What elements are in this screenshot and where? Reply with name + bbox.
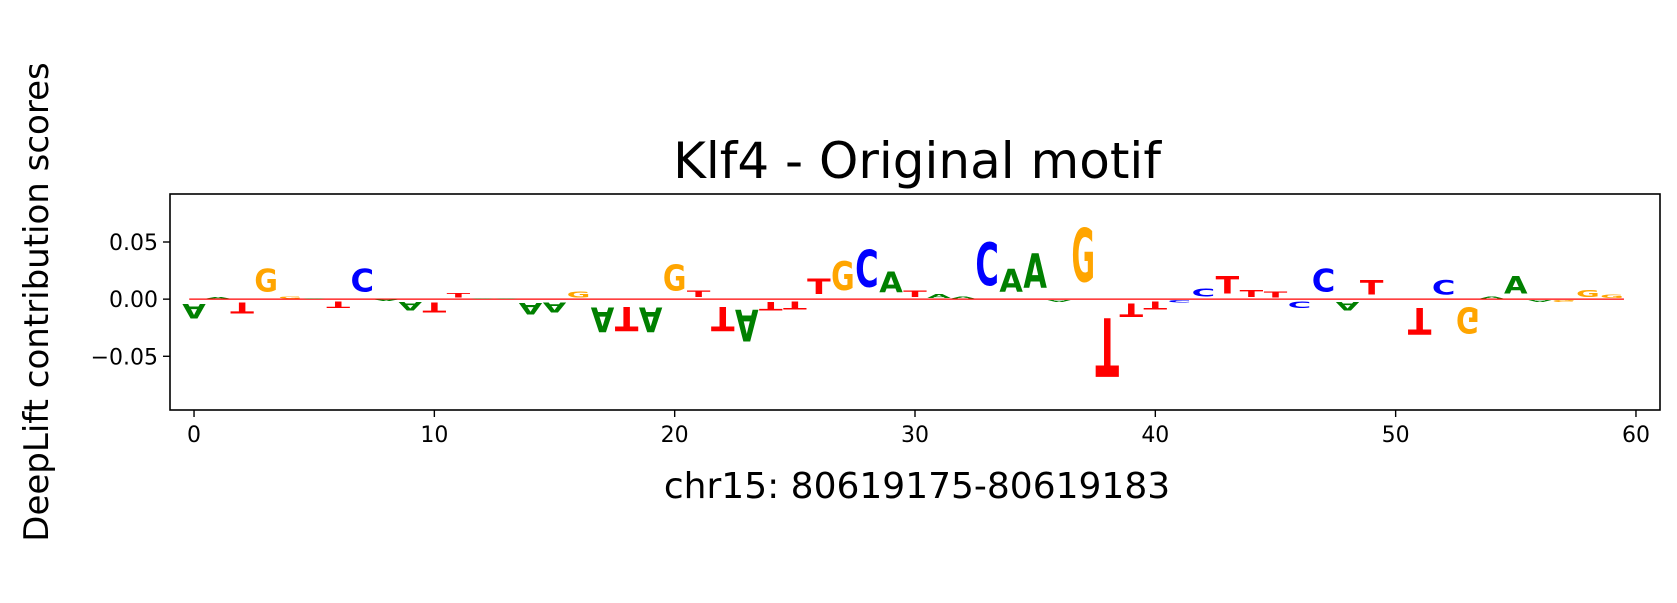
logo-letter-t-pos-6: T: [326, 299, 351, 309]
logo-letter-g-pos-59: G: [1600, 295, 1624, 300]
logo-letter-t-pos-43: T: [1216, 271, 1240, 300]
logo-letter-a-pos-12: A: [471, 298, 495, 299]
logo-letter-a-pos-19: A: [639, 299, 663, 339]
logo-letter-a-pos-23: A: [735, 299, 759, 350]
x-tick-label-0: 0: [187, 423, 201, 448]
logo-letter-t-pos-11: T: [447, 292, 471, 299]
logo-letter-g-pos-27: G: [831, 254, 855, 300]
logo-letter-a-pos-34: A: [999, 263, 1023, 299]
x-tick-label-40: 40: [1141, 423, 1169, 448]
logo-letter-g-pos-58: G: [1576, 288, 1600, 299]
logo-letter-a-pos-8: A: [375, 299, 399, 301]
chart-title: Klf4 - Original motif: [673, 132, 1162, 190]
logo-letter-t-pos-26: T: [807, 274, 831, 299]
logo-letter-t-pos-50: T: [1384, 298, 1408, 299]
logo-letter-a-pos-5: A: [302, 298, 326, 299]
y-axis-label: DeepLift contribution scores: [17, 62, 57, 541]
logo-letter-a-pos-55: A: [1504, 270, 1528, 299]
y-axis-ticks: −0.05 0.00 0.05: [91, 231, 170, 370]
logo-letter-a-pos-0: A: [182, 298, 206, 321]
logo-letter-t-pos-44: T: [1240, 288, 1264, 300]
logo-letter-g-pos-37: G: [1071, 214, 1095, 300]
x-axis-ticks: 0 10 20 30 40 50 60: [187, 410, 1650, 448]
x-tick-label-30: 30: [901, 423, 929, 448]
logo-letter-t-pos-45: T: [1264, 290, 1288, 299]
logo-letter-t-pos-39: T: [1120, 299, 1144, 321]
x-tick-label-10: 10: [420, 423, 448, 448]
logo-letter-c-pos-47: C: [1312, 264, 1336, 300]
x-tick-label-50: 50: [1382, 423, 1410, 448]
logo-letter-g-pos-16: G: [567, 290, 591, 299]
x-tick-label-20: 20: [661, 423, 689, 448]
logo-letter-t-pos-25: T: [783, 299, 807, 312]
logo-letter-c-pos-52: C: [1432, 277, 1456, 300]
logo-letter-t-pos-10: T: [423, 299, 447, 315]
y-tick-label-0: −0.05: [91, 345, 158, 370]
logo-letter-g-pos-20: G: [663, 258, 687, 300]
logo-letter-t-pos-21: T: [687, 289, 712, 299]
logo-letter-t-pos-30: T: [903, 289, 928, 299]
logo-letter-t-pos-22: T: [711, 299, 735, 337]
logo-letter-t-pos-2: T: [230, 299, 254, 316]
logo-letter-a-pos-17: A: [591, 299, 615, 339]
logo-letter-c-pos-33: C: [975, 232, 999, 300]
logo-letter-g-pos-3: G: [254, 264, 278, 300]
logo-letter-g-pos-53: G: [1456, 299, 1480, 341]
logo-letter-c-pos-42: C: [1192, 287, 1216, 300]
logo-letter-g-pos-57: G: [1552, 299, 1576, 302]
logo-letter-a-pos-14: A: [519, 299, 543, 317]
logo-letter-a-pos-15: A: [543, 299, 568, 315]
y-tick-label-1: 0.00: [109, 288, 158, 313]
logo-letter-t-pos-51: T: [1408, 299, 1432, 341]
logo-letter-a-pos-13: A: [495, 298, 519, 299]
logo-letter-a-pos-35: A: [1023, 245, 1047, 300]
logo-letter-a-pos-1: A: [206, 297, 230, 299]
logo-letter-a-pos-31: A: [927, 294, 951, 300]
logo-letter-a-pos-56: A: [1528, 299, 1552, 302]
logo-letter-a-pos-29: A: [879, 266, 903, 299]
logo-letter-t-pos-40: T: [1144, 299, 1168, 312]
logo-letter-a-pos-48: A: [1336, 299, 1360, 312]
logo-letter-t-pos-18: T: [615, 299, 639, 337]
logo-letter-g-pos-4: G: [278, 296, 302, 299]
plot-frame: [169, 193, 1661, 411]
logo-letter-a-pos-32: A: [951, 296, 975, 299]
logo-letter-c-pos-28: C: [855, 242, 879, 301]
logo-letter-a-pos-36: A: [1047, 299, 1071, 302]
logo-letter-t-pos-49: T: [1360, 276, 1384, 299]
logo-letter-c-pos-7: C: [350, 264, 374, 300]
logo-letter-t-pos-24: T: [759, 299, 783, 313]
y-tick-label-2: 0.05: [109, 231, 158, 256]
logo-letter-c-pos-41: C: [1168, 299, 1192, 303]
logo-letter-t-pos-38: T: [1095, 299, 1119, 393]
x-axis-label: chr15: 80619175-80619183: [664, 466, 1170, 507]
x-tick-label-60: 60: [1622, 423, 1650, 448]
logo-letter-a-pos-9: A: [399, 299, 423, 312]
logo-letter-a-pos-54: A: [1480, 296, 1504, 299]
logo-letter-c-pos-46: C: [1288, 299, 1312, 309]
